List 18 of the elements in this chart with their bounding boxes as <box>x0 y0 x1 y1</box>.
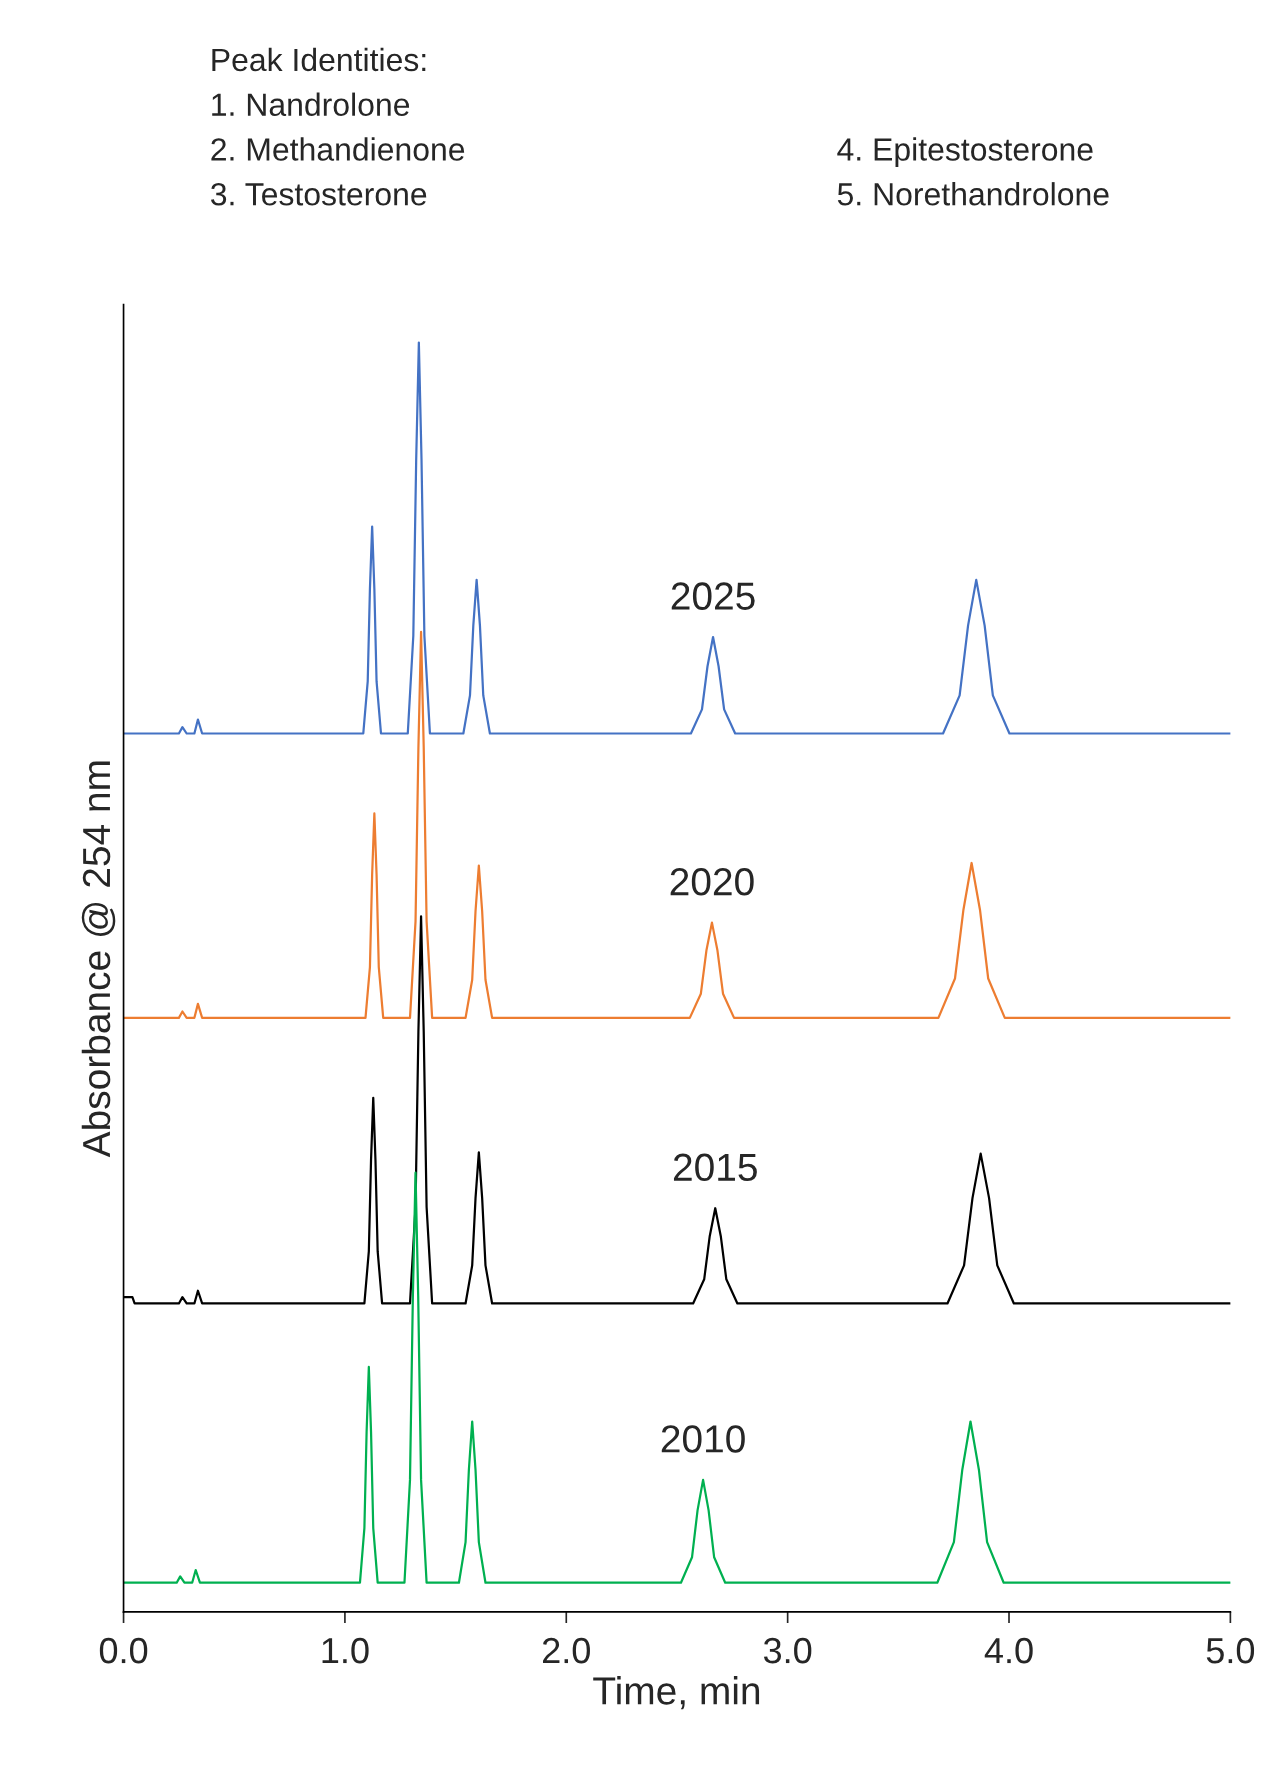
text: Peak Identities: <box>212 47 426 72</box>
series-label: 2015 <box>673 1153 757 1182</box>
text: 5. Norethandrolone <box>837 182 1109 206</box>
series-label: 2010 <box>661 1425 745 1453</box>
x-tick-label: 4.0 <box>984 1637 1033 1664</box>
x-tick-label: 1.0 <box>322 1637 369 1664</box>
text: 4. Epitestosterone <box>837 137 1093 168</box>
text: 1. Nandrolone <box>212 92 410 117</box>
x-axis-title: Time, min <box>593 1676 760 1710</box>
x-tick-label: 3.0 <box>763 1637 812 1664</box>
series-label: 2025 <box>671 582 755 610</box>
x-tick-label: 5.0 <box>1206 1637 1255 1664</box>
text: 3. Testosterone <box>211 182 427 206</box>
x-tick-label: 2.0 <box>543 1637 590 1664</box>
series-label: 2020 <box>670 867 754 896</box>
y-axis-title: Absorbance @ 254 nm <box>81 761 116 1158</box>
x-tick-label: 0.0 <box>99 1637 148 1664</box>
text: 2. Methandienone <box>211 137 465 161</box>
